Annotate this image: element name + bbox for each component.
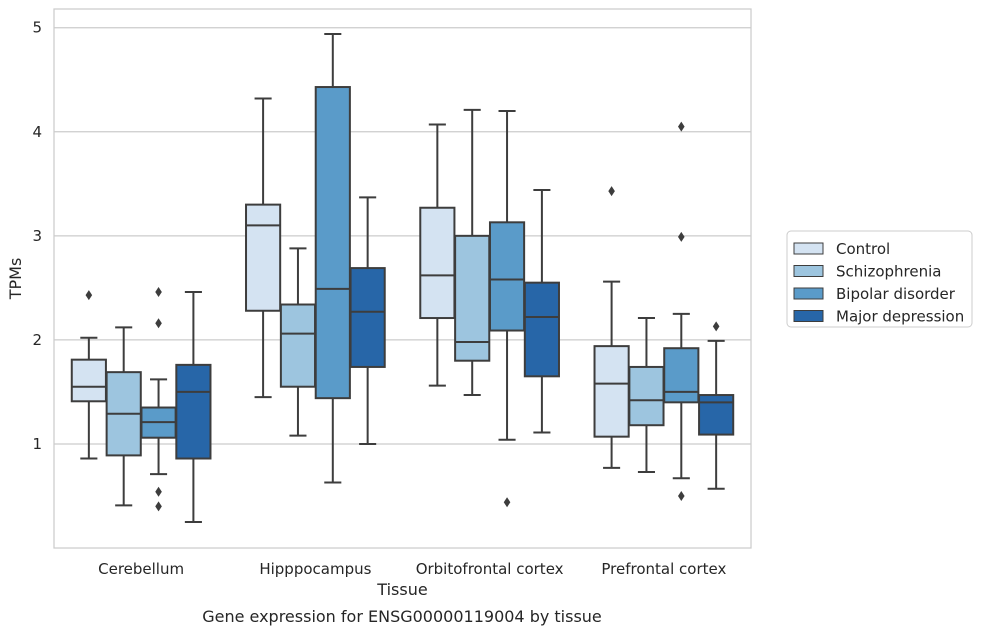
- y-tick-label: 5: [32, 19, 42, 37]
- legend-label: Bipolar disorder: [836, 285, 956, 303]
- plot-frame: [53, 8, 752, 549]
- box-iqr: [663, 347, 700, 404]
- legend-swatch: [793, 310, 824, 322]
- box-1-1: [279, 247, 317, 437]
- legend-swatch: [793, 287, 824, 300]
- outlier-point: [155, 486, 162, 497]
- x-axis-label: Tissue: [376, 580, 427, 599]
- legend-label: Schizophrenia: [836, 263, 941, 281]
- y-tick-label: 2: [32, 331, 42, 349]
- x-tick-label: Cerebellum: [98, 560, 184, 578]
- y-axis-label: TPMs: [6, 258, 25, 301]
- box-iqr: [70, 358, 107, 403]
- chart-caption: Gene expression for ENSG00000119004 by t…: [202, 607, 602, 626]
- box-iqr: [245, 203, 282, 312]
- box-groups: [70, 32, 735, 523]
- box-3-0: [593, 186, 630, 469]
- box-3-3: [698, 321, 735, 490]
- box-2-1: [454, 108, 491, 397]
- box-iqr: [593, 345, 630, 438]
- box-0-1: [105, 326, 142, 507]
- box-iqr: [628, 365, 665, 427]
- box-iqr: [314, 86, 351, 400]
- box-iqr: [698, 394, 735, 436]
- box-iqr: [523, 281, 560, 378]
- y-ticks: 1 2 3 4 5: [32, 19, 42, 453]
- box-0-2: [140, 287, 177, 512]
- box-3-1: [628, 317, 665, 474]
- gridlines: [54, 27, 751, 445]
- x-tick-label: Hipppocampus: [259, 560, 371, 578]
- outlier-point: [678, 121, 685, 132]
- box-2-3: [523, 189, 560, 434]
- box-1-0: [245, 97, 282, 399]
- box-iqr: [175, 363, 212, 460]
- outlier-point: [678, 231, 685, 242]
- outlier-point: [155, 287, 162, 298]
- box-2-0: [419, 123, 456, 387]
- x-tick-label: Orbitofrontal cortex: [416, 560, 564, 578]
- outlier-point: [85, 290, 93, 301]
- outlier-point: [712, 321, 720, 332]
- y-tick-label: 3: [32, 227, 42, 245]
- legend: Control Schizophrenia Bipolar disorder Majo…: [786, 230, 973, 328]
- box-3-2: [663, 121, 700, 501]
- legend-label: Control: [836, 240, 890, 258]
- box-iqr: [454, 234, 491, 362]
- box-iqr: [488, 221, 526, 332]
- y-tick-label: 1: [32, 435, 42, 453]
- outlier-point: [155, 501, 162, 512]
- box-iqr: [279, 303, 317, 388]
- outlier-point: [155, 318, 162, 329]
- legend-swatch: [793, 265, 824, 277]
- box-iqr: [349, 267, 386, 368]
- box-iqr: [419, 206, 456, 320]
- legend-frame: [786, 230, 973, 328]
- outlier-point: [608, 186, 615, 197]
- box-0-3: [175, 291, 212, 523]
- box-1-2: [314, 32, 351, 484]
- legend-swatch: [793, 242, 824, 255]
- x-tick-label: Prefrontal cortex: [601, 560, 726, 578]
- legend-label: Major depression: [836, 308, 964, 326]
- y-tick-label: 4: [32, 123, 42, 141]
- x-ticks: Cerebellum Hipppocampus Orbitofrontal cort…: [98, 560, 726, 578]
- box-0-0: [70, 290, 107, 460]
- outlier-point: [503, 497, 511, 508]
- box-2-2: [488, 109, 526, 508]
- outlier-point: [678, 490, 685, 501]
- box-1-3: [349, 196, 386, 445]
